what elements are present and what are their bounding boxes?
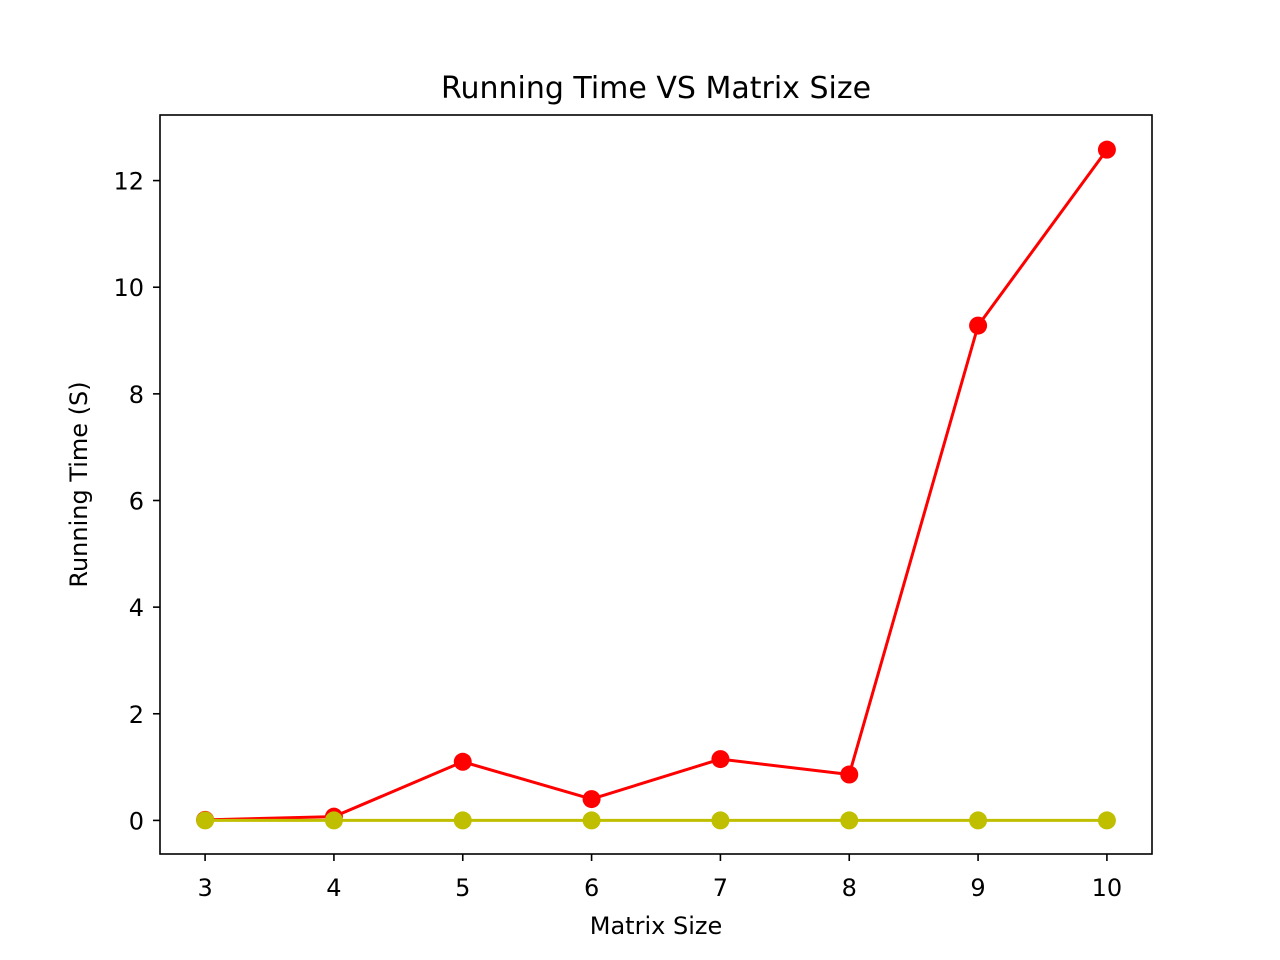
chart-title: Running Time VS Matrix Size xyxy=(441,71,871,106)
y-tick-label: 8 xyxy=(129,381,144,409)
data-point xyxy=(582,790,601,809)
y-tick-label: 2 xyxy=(129,701,144,729)
data-point xyxy=(711,750,730,769)
data-point xyxy=(582,811,601,830)
data-point xyxy=(196,811,215,830)
x-tick-label: 10 xyxy=(1092,874,1123,902)
data-point xyxy=(453,752,472,771)
series-layer xyxy=(196,140,1116,830)
series-1 xyxy=(196,140,1116,829)
plot-frame xyxy=(159,114,1153,855)
data-point xyxy=(969,316,988,335)
y-tick-label: 6 xyxy=(129,487,144,515)
y-axis-label: Running Time (S) xyxy=(65,381,93,587)
x-tick-label: 3 xyxy=(197,874,212,902)
data-point xyxy=(1097,811,1116,830)
x-tick-label: 5 xyxy=(455,874,470,902)
x-axis-label: Matrix Size xyxy=(590,912,722,940)
data-point xyxy=(711,811,730,830)
y-axis: 0 2 4 6 8 10 12 xyxy=(113,168,160,835)
data-point xyxy=(840,811,859,830)
x-axis: 3 4 5 6 7 8 9 10 xyxy=(197,854,1122,902)
y-tick-label: 12 xyxy=(113,168,144,196)
series-2 xyxy=(196,811,1116,830)
data-point xyxy=(969,811,988,830)
y-tick-label: 0 xyxy=(129,807,144,835)
data-point xyxy=(840,765,859,784)
data-point xyxy=(324,811,343,830)
x-tick-label: 6 xyxy=(584,874,599,902)
x-tick-label: 9 xyxy=(970,874,985,902)
x-tick-label: 7 xyxy=(713,874,728,902)
y-tick-label: 4 xyxy=(129,594,144,622)
x-tick-label: 4 xyxy=(326,874,341,902)
data-point xyxy=(453,811,472,830)
series-line xyxy=(203,147,1110,822)
data-point xyxy=(1097,140,1116,159)
x-tick-label: 8 xyxy=(842,874,857,902)
y-tick-label: 10 xyxy=(113,274,144,302)
